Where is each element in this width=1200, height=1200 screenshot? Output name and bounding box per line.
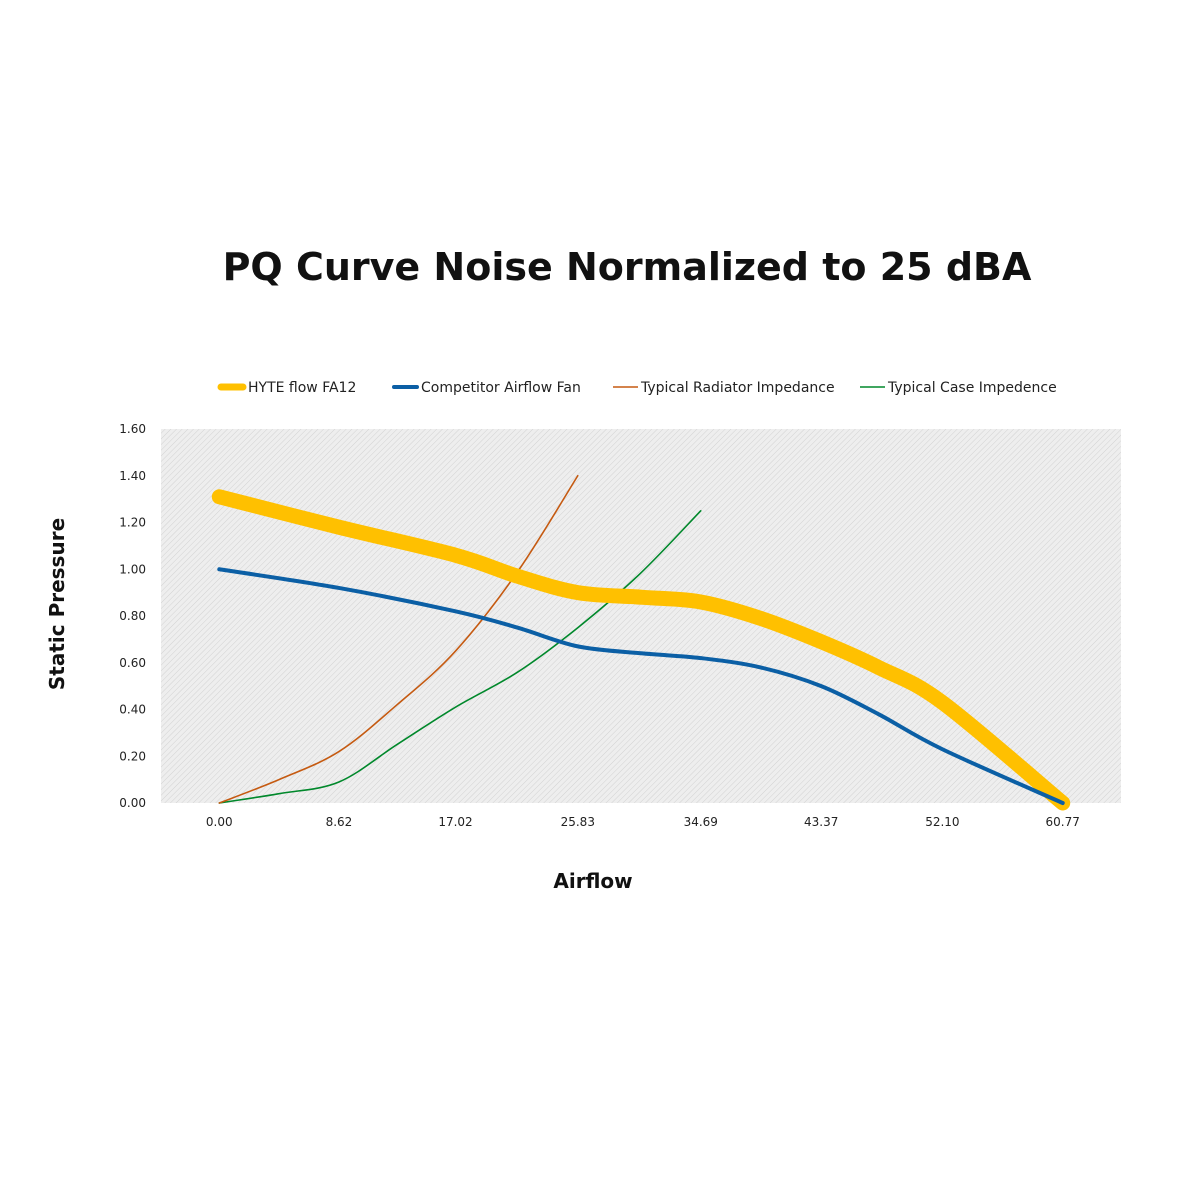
series-line-case xyxy=(218,510,702,804)
y-tick-label: 0.60 xyxy=(119,656,146,670)
chart-title: PQ Curve Noise Normalized to 25 dBA xyxy=(223,245,1032,289)
legend-item-hyte[interactable]: HYTE flow FA12 xyxy=(217,380,356,396)
y-tick-label: 0.20 xyxy=(119,749,146,763)
x-tick-label: 34.69 xyxy=(684,815,718,829)
legend-label-case: Typical Case Impedence xyxy=(887,380,1057,396)
x-axis-title: Airflow xyxy=(553,869,632,893)
x-tick-label: 43.37 xyxy=(804,815,838,829)
y-tick-label: 0.00 xyxy=(119,796,146,810)
y-tick-label: 1.60 xyxy=(119,422,146,436)
legend-item-competitor[interactable]: Competitor Airflow Fan xyxy=(392,380,581,396)
series-line-competitor xyxy=(217,567,1065,805)
y-tick-label: 1.20 xyxy=(119,516,146,530)
x-tick-label: 8.62 xyxy=(326,815,353,829)
x-tick-label: 0.00 xyxy=(206,815,233,829)
legend-label-competitor: Competitor Airflow Fan xyxy=(421,380,581,396)
legend-label-hyte: HYTE flow FA12 xyxy=(248,380,356,396)
plot-area xyxy=(161,429,1121,803)
legend: HYTE flow FA12 Competitor Airflow Fan Ty… xyxy=(217,380,1057,396)
series-line-hyte xyxy=(211,489,1071,811)
x-tick-label: 60.77 xyxy=(1046,815,1080,829)
y-axis: 0.00 0.20 0.40 0.60 0.80 1.00 1.20 1.40 1.60 xyxy=(119,422,146,810)
legend-item-radiator[interactable]: Typical Radiator Impedance xyxy=(613,380,835,396)
legend-label-radiator: Typical Radiator Impedance xyxy=(640,380,835,396)
y-tick-label: 0.40 xyxy=(119,703,146,717)
y-tick-label: 1.40 xyxy=(119,469,146,483)
y-tick-label: 0.80 xyxy=(119,609,146,623)
x-tick-label: 52.10 xyxy=(925,815,959,829)
legend-item-case[interactable]: Typical Case Impedence xyxy=(860,380,1057,396)
x-axis: 0.00 8.62 17.02 25.83 34.69 43.37 52.10 60.77 xyxy=(206,815,1080,829)
series-layer xyxy=(211,474,1071,811)
x-tick-label: 25.83 xyxy=(561,815,595,829)
series-line-radiator xyxy=(218,474,579,804)
y-axis-title: Static Pressure xyxy=(45,518,69,690)
x-tick-label: 17.02 xyxy=(438,815,472,829)
y-tick-label: 1.00 xyxy=(119,562,146,576)
